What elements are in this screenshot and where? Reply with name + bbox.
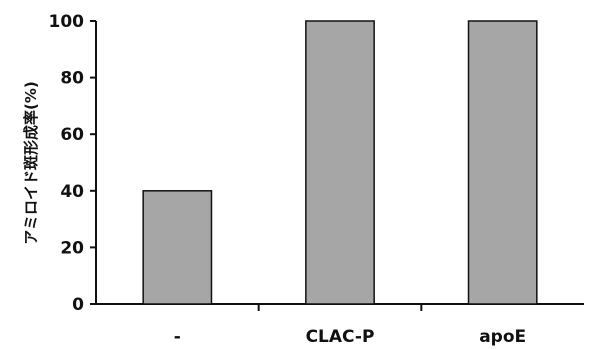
- x-category-label: apoE: [479, 327, 526, 347]
- y-tick-label: 40: [60, 182, 84, 202]
- y-axis-label: アミロイド斑形成率(%): [22, 81, 40, 244]
- bar: [142, 190, 213, 305]
- y-tick-label: 100: [49, 12, 85, 32]
- x-category-label: -: [174, 327, 181, 347]
- y-tick-label: 80: [60, 69, 84, 89]
- plot-area: 0 20 40 60 80 100 - CLAC-P apoE: [49, 12, 584, 347]
- y-tick-label: 0: [72, 295, 84, 315]
- x-category-label: CLAC-P: [306, 327, 375, 347]
- bar: [305, 20, 375, 305]
- y-tick-label: 20: [60, 238, 84, 258]
- bar: [467, 20, 538, 305]
- y-tick-label: 60: [60, 125, 84, 145]
